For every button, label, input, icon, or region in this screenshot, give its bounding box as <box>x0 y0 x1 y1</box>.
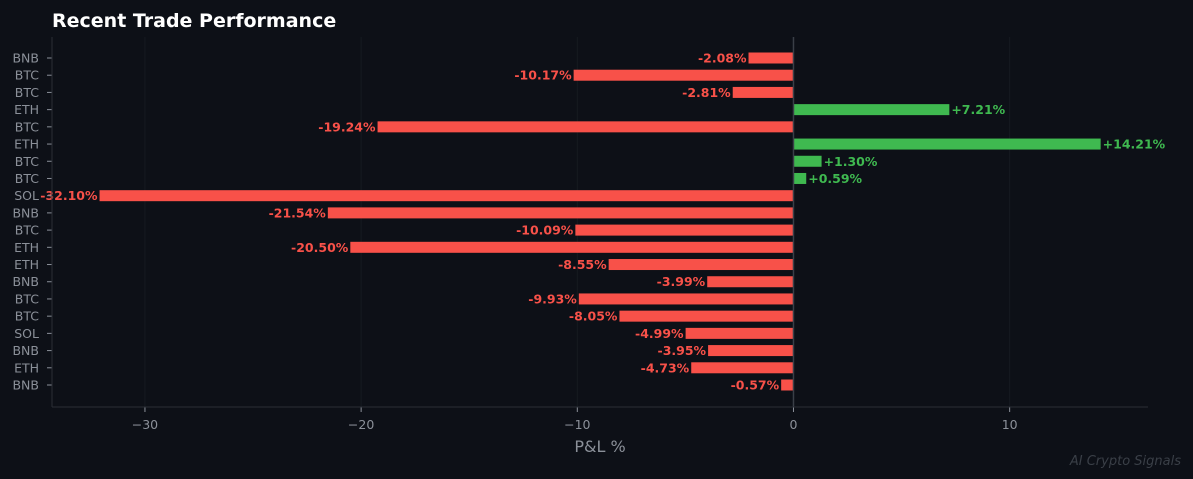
y-tick-label: BNB <box>12 274 39 289</box>
bar <box>691 362 794 374</box>
y-tick-label: BTC <box>15 291 39 306</box>
chart-title: Recent Trade Performance <box>52 10 336 32</box>
y-tick-label: ETH <box>14 102 39 117</box>
y-tick-label: SOL <box>14 326 39 341</box>
y-tick-label: BNB <box>12 343 39 358</box>
bar <box>781 379 794 391</box>
y-tick-label: BTC <box>15 85 39 100</box>
bar <box>327 207 794 219</box>
bar <box>707 276 794 288</box>
y-tick-label: ETH <box>14 137 39 152</box>
data-label: -3.99% <box>657 274 706 289</box>
y-tick-label: BTC <box>15 223 39 238</box>
bar <box>350 241 794 253</box>
y-tick-label: SOL <box>14 188 39 203</box>
bar <box>578 293 794 305</box>
x-tick-label: −30 <box>132 417 158 432</box>
y-tick-label: BNB <box>12 205 39 220</box>
y-tick-label: ETH <box>14 240 39 255</box>
bar <box>793 104 950 116</box>
data-label: -2.81% <box>682 85 731 100</box>
data-label: -8.05% <box>569 309 618 324</box>
bar <box>608 259 794 271</box>
watermark: AI Crypto Signals <box>1069 454 1181 469</box>
x-tick-label: −10 <box>564 417 590 432</box>
bar <box>708 345 794 357</box>
data-label: -20.50% <box>291 240 349 255</box>
x-axis-label: P&L % <box>574 437 625 456</box>
bar <box>748 52 794 64</box>
bar <box>99 190 794 202</box>
data-label: +14.21% <box>1103 137 1166 152</box>
data-label: +0.59% <box>808 171 862 186</box>
data-label: -4.73% <box>641 360 690 375</box>
y-tick-label: BNB <box>12 378 39 393</box>
y-tick-label: BTC <box>15 309 39 324</box>
bar <box>575 224 794 236</box>
x-tick-label: −20 <box>348 417 374 432</box>
y-tick-label: BTC <box>15 154 39 169</box>
y-tick-label: ETH <box>14 360 39 375</box>
data-label: -21.54% <box>269 205 327 220</box>
bar <box>377 121 794 133</box>
data-label: -3.95% <box>658 343 707 358</box>
y-tick-label: BTC <box>15 119 39 134</box>
data-label: -10.17% <box>514 68 572 83</box>
y-tick-label: BTC <box>15 68 39 83</box>
bar <box>685 327 794 339</box>
bar <box>573 69 794 81</box>
data-label: -4.99% <box>635 326 684 341</box>
y-tick-label: BTC <box>15 171 39 186</box>
data-label: +7.21% <box>951 102 1005 117</box>
x-tick-label: 10 <box>1002 417 1018 432</box>
data-label: -8.55% <box>558 257 607 272</box>
bar <box>732 86 794 98</box>
bar <box>793 172 807 184</box>
data-label: -0.57% <box>731 378 780 393</box>
y-tick-label: ETH <box>14 257 39 272</box>
x-tick-label: 0 <box>789 417 797 432</box>
data-label: -2.08% <box>698 51 747 66</box>
data-label: -10.09% <box>516 223 574 238</box>
bar <box>619 310 794 322</box>
bar <box>793 155 822 167</box>
y-tick-label: BNB <box>12 51 39 66</box>
data-label: +1.30% <box>824 154 878 169</box>
bar <box>793 138 1101 150</box>
data-label: -9.93% <box>528 291 577 306</box>
data-label: -19.24% <box>318 119 376 134</box>
data-label: -32.10% <box>40 188 98 203</box>
